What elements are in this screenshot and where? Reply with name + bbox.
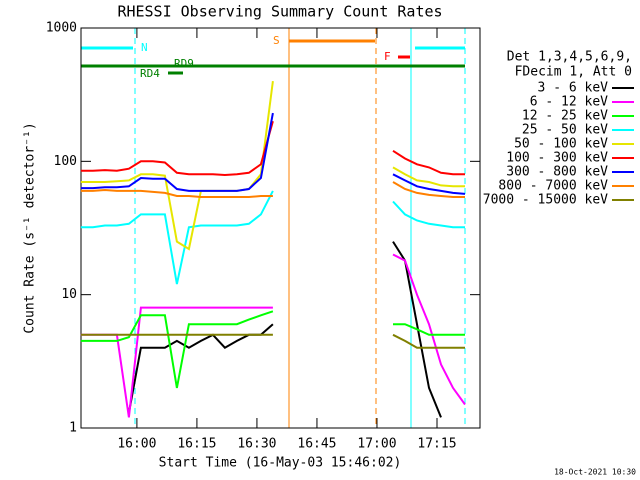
footer: 18-Oct-2021 10:30 <box>554 468 636 477</box>
legend-label: 3 - 6 keV <box>538 81 609 96</box>
legend-header: Det 1,3,4,5,6,9, <box>507 50 632 65</box>
series-line <box>80 333 465 349</box>
legend-label: 300 - 800 keV <box>506 165 608 180</box>
legend-label: 6 - 12 keV <box>530 95 608 110</box>
x-tick-label: 17:15 <box>417 437 456 452</box>
series-line <box>80 120 465 177</box>
x-tick-label: 17:00 <box>357 437 396 452</box>
marker-label: RD9 <box>174 57 194 70</box>
series-line <box>80 190 465 285</box>
y-tick-label: 100 <box>54 154 77 169</box>
x-tick-label: 16:15 <box>177 437 216 452</box>
marker-label: S <box>273 34 280 47</box>
y-tick-label: 1 <box>69 421 77 436</box>
series-line <box>80 112 466 195</box>
legend-header: FDecim 1, Att 0 <box>515 65 632 80</box>
legend-label: 50 - 100 keV <box>514 137 608 152</box>
chart-title: RHESSI Observing Summary Count Rates <box>117 3 442 21</box>
legend-label: 25 - 50 keV <box>522 123 608 138</box>
y-tick-label: 1000 <box>46 21 77 36</box>
series-line <box>80 181 465 198</box>
legend-label: 800 - 7000 keV <box>498 179 608 194</box>
series-line <box>80 310 465 389</box>
x-tick-label: 16:45 <box>297 437 336 452</box>
x-tick-label: 16:00 <box>117 437 156 452</box>
legend-label: 7000 - 15000 keV <box>483 193 608 208</box>
marker-label: F <box>384 50 391 63</box>
y-axis-label: Count Rate (s⁻¹ detector⁻¹) <box>23 122 38 333</box>
y-tick-label: 10 <box>61 287 77 302</box>
x-axis-label: Start Time (16-May-03 15:46:02) <box>159 456 402 471</box>
legend-label: 12 - 25 keV <box>522 109 608 124</box>
x-tick-label: 16:30 <box>237 437 276 452</box>
marker-label: RD4 <box>140 67 160 80</box>
marker-label: N <box>141 41 148 54</box>
legend-label: 100 - 300 keV <box>506 151 608 166</box>
